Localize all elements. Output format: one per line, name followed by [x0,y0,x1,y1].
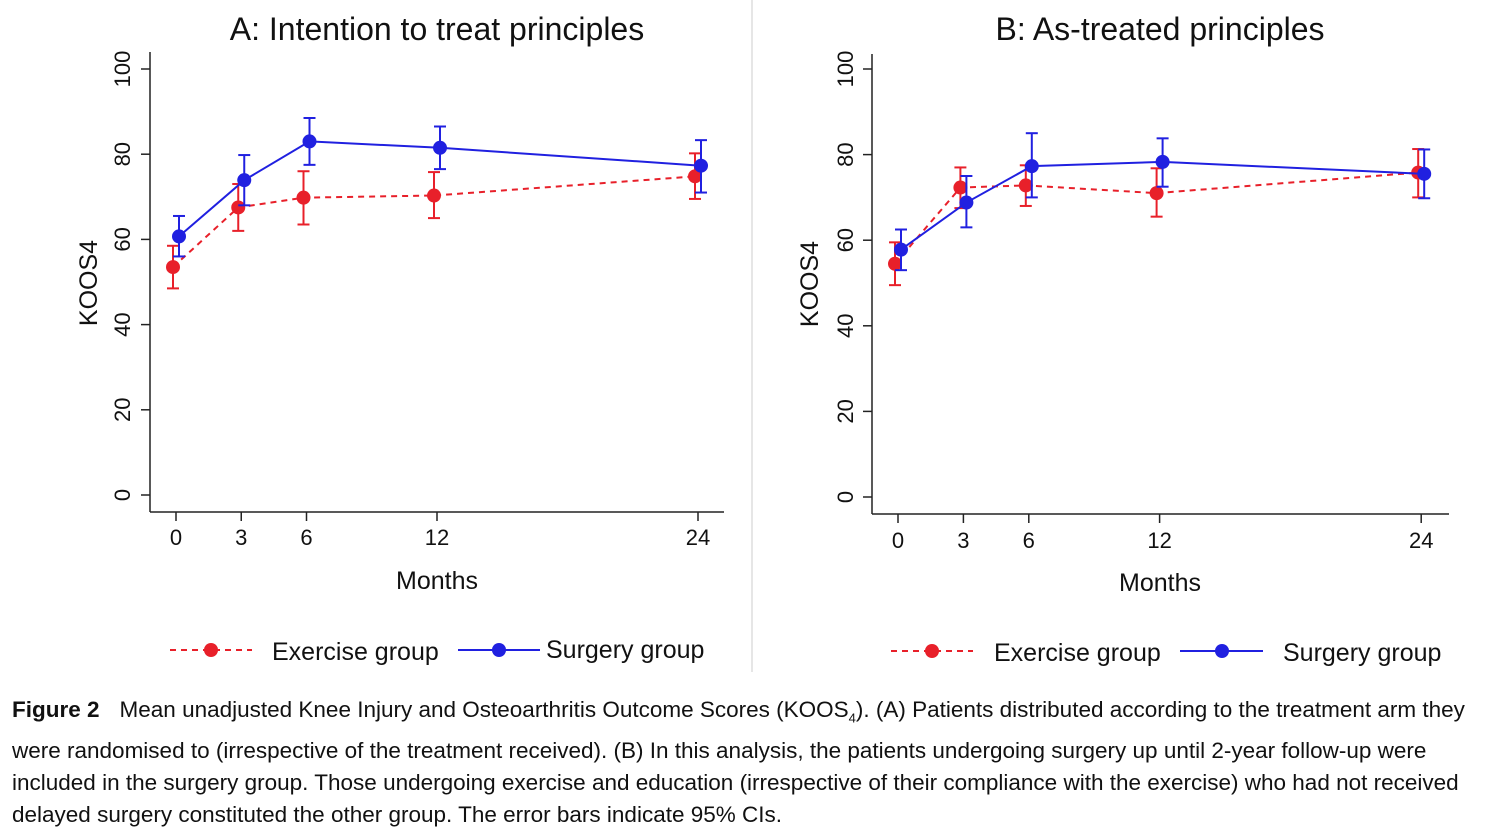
data-point-exercise [231,200,246,215]
panel-b-y-axis-label: KOOS4 [796,241,824,327]
caption-subscript: 4 [848,710,856,726]
data-point-surgery [894,242,908,257]
figure-label: Figure 2 [12,697,100,722]
y-tick-label: 20 [110,398,135,422]
data-point-surgery [433,140,447,155]
x-tick-label: 24 [686,525,710,550]
x-tick-label: 3 [957,528,969,553]
data-point-exercise [166,260,180,275]
y-tick-label: 40 [110,312,135,336]
data-point-exercise [427,188,441,203]
legend-surgery-marker [1215,644,1229,658]
y-tick-label: 60 [110,227,135,251]
legend-exercise-marker [925,644,939,658]
y-tick-label: 80 [833,142,858,166]
legend-exercise-label: Exercise group [994,639,1161,667]
y-tick-label: 40 [833,314,858,338]
y-tick-label: 100 [110,51,135,88]
data-point-surgery [959,195,974,210]
data-point-surgery [1024,159,1039,174]
x-tick-label: 0 [170,525,182,550]
x-tick-label: 0 [892,528,904,553]
y-tick-label: 0 [110,489,135,501]
y-tick-label: 0 [833,491,858,503]
panel-a-y-axis-label: KOOS4 [75,240,103,326]
legend-exercise-label: Exercise group [272,638,439,666]
data-point-surgery [237,173,252,188]
panel-b-title: B: As-treated principles [995,11,1324,47]
caption-text-1: Mean unadjusted Knee Injury and Osteoart… [119,697,849,722]
panel-b-x-axis-label: Months [1119,569,1201,597]
x-tick-label: 12 [1147,528,1171,553]
data-point-surgery [694,158,708,173]
legend-surgery-label: Surgery group [1283,639,1441,667]
panel-b-legend: Exercise group Surgery group [891,639,1441,667]
x-tick-label: 3 [235,525,247,550]
x-tick-label: 12 [425,525,449,550]
panel-a: A: Intention to treat principles KOOS4 M… [75,11,724,666]
data-point-surgery [172,229,186,244]
y-tick-label: 100 [833,51,858,88]
legend-surgery-label: Surgery group [546,636,704,664]
data-point-surgery [302,134,317,149]
data-point-exercise [688,169,702,184]
figure: A: Intention to treat principles KOOS4 M… [75,0,1449,672]
data-point-exercise [296,190,311,205]
y-tick-label: 20 [833,399,858,423]
data-point-exercise [1149,186,1164,201]
data-point-exercise [953,180,968,195]
x-tick-label: 6 [1023,528,1035,553]
data-point-exercise [1018,178,1033,193]
panel-a-x-axis-label: Months [396,567,478,595]
figure-caption: Figure 2 Mean unadjusted Knee Injury and … [12,694,1488,831]
data-point-exercise [888,256,902,271]
y-tick-label: 80 [110,142,135,166]
data-point-surgery [1155,154,1170,169]
panel-b: B: As-treated principles KOOS4 Months Ex… [796,11,1449,667]
panel-a-legend: Exercise group Surgery group [170,636,704,666]
x-tick-label: 6 [300,525,312,550]
legend-surgery-marker [492,643,506,657]
x-tick-label: 24 [1409,528,1433,553]
panel-a-title: A: Intention to treat principles [230,11,644,47]
y-tick-label: 60 [833,228,858,252]
data-point-surgery [1417,166,1432,181]
caption-text-2: ). (A) Patients distributed according to… [12,697,1465,827]
legend-exercise-marker [204,643,218,657]
